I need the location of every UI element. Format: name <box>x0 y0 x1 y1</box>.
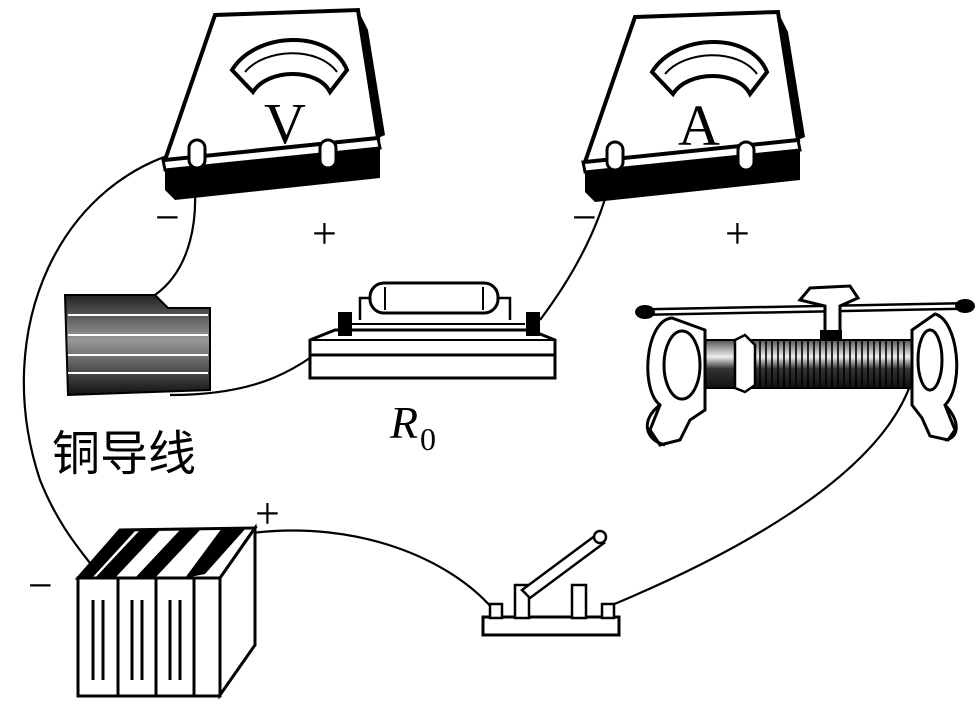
voltmeter-pos-terminal <box>318 138 338 170</box>
voltmeter-pos-sign: + <box>312 209 337 258</box>
battery-pos-sign: + <box>255 489 280 538</box>
wire-battery-pos-to-switch <box>251 529 493 609</box>
voltmeter-symbol: V <box>264 91 306 156</box>
copper-wire-label: 铜导线 <box>52 426 196 482</box>
resistor-r0: R 0 <box>308 281 557 457</box>
resistor-label-sub: 0 <box>420 421 436 457</box>
battery-neg-sign: − <box>28 561 53 610</box>
voltmeter-neg-terminal <box>187 138 207 170</box>
resistor-label: R <box>389 397 418 448</box>
wire-voltmeter-neg-to-battery-neg <box>22 146 197 571</box>
ammeter-pos-sign: + <box>725 209 750 258</box>
ammeter-pos-terminal <box>736 140 756 172</box>
ammeter-neg-terminal <box>605 140 625 172</box>
copper-wire: 铜导线 <box>52 294 211 482</box>
wire-switch-to-rheostat <box>611 379 914 607</box>
voltmeter: V − + <box>155 7 385 258</box>
ammeter: A − + <box>572 9 805 258</box>
ammeter-symbol: A <box>678 93 720 158</box>
voltmeter-neg-sign: − <box>155 193 180 242</box>
ammeter-neg-sign: − <box>572 193 597 242</box>
switch <box>481 529 621 637</box>
rheostat <box>635 284 975 447</box>
battery: − + <box>28 489 280 700</box>
